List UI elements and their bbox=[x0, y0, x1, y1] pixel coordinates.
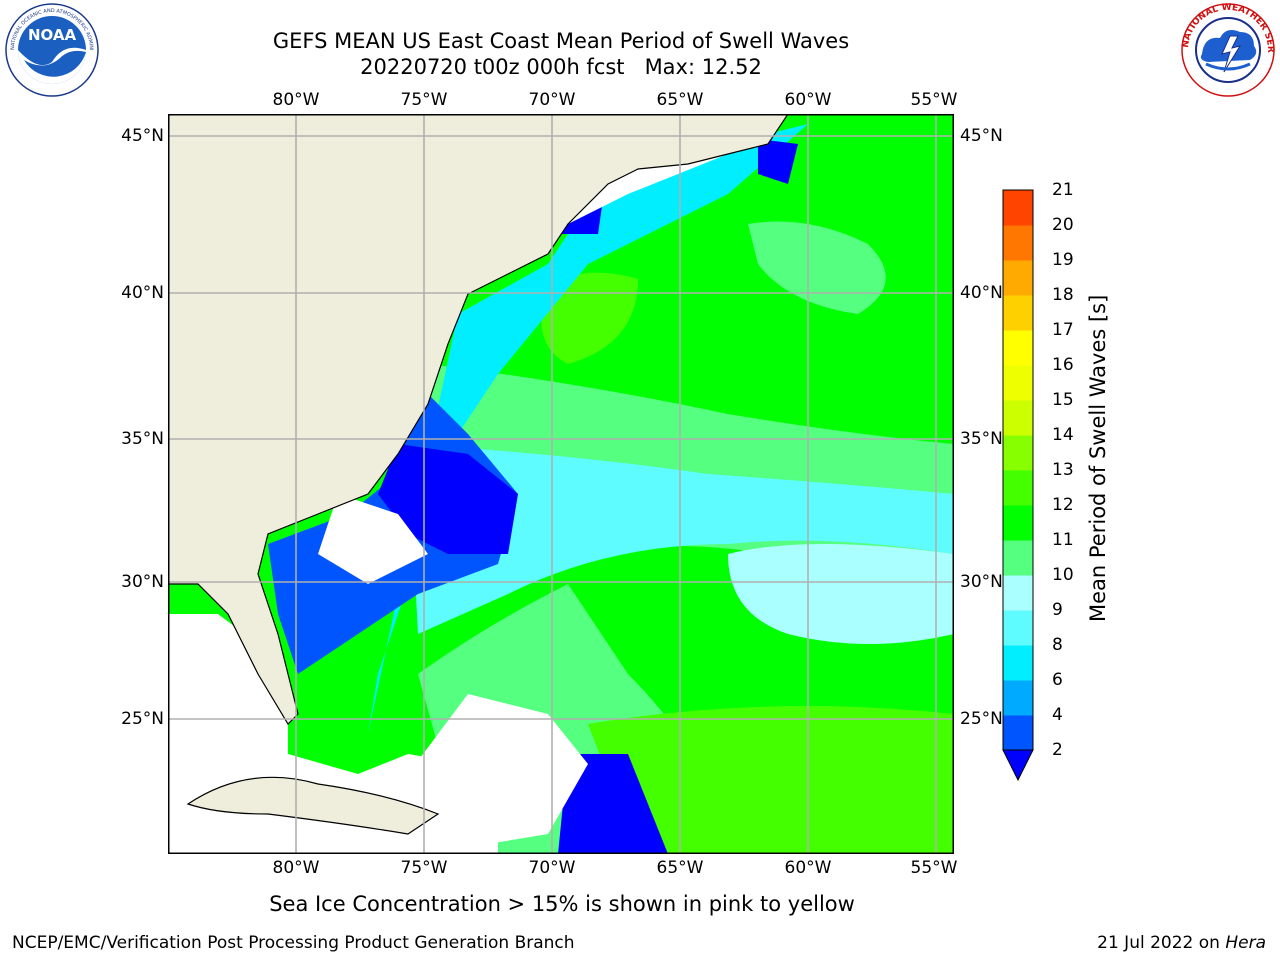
footer-machine: Hera bbox=[1225, 933, 1266, 953]
lon-tick-bottom: 65°W bbox=[656, 858, 704, 878]
swell-region-bahamas-blue bbox=[558, 754, 668, 854]
lat-tick-left: 35°N bbox=[121, 429, 164, 449]
colorbar-tick-label: 10 bbox=[1052, 565, 1074, 585]
lon-tick-top: 65°W bbox=[656, 90, 704, 110]
no-data-coast bbox=[318, 494, 428, 584]
colorbar-segment bbox=[1003, 365, 1033, 401]
us-east-coast-land bbox=[168, 114, 788, 724]
lat-tick-left: 40°N bbox=[121, 283, 164, 303]
colorbar-tick-label: 4 bbox=[1052, 705, 1063, 725]
colorbar-segment bbox=[1003, 190, 1033, 226]
colorbar-tick-label: 14 bbox=[1052, 425, 1074, 445]
colorbar-segment bbox=[1003, 295, 1033, 331]
lat-tick-right: 45°N bbox=[960, 126, 1003, 146]
footer-credit: NCEP/EMC/Verification Post Processing Pr… bbox=[12, 933, 575, 953]
coastline bbox=[168, 114, 789, 725]
noaa-logo-icon: NOAA NATIONAL OCEANIC AND ATMOSPHERIC AD… bbox=[4, 2, 99, 97]
colorbar-segment bbox=[1003, 400, 1033, 436]
map-frame bbox=[168, 114, 954, 854]
swell-region-pale-cyan bbox=[728, 544, 954, 644]
lat-tick-left: 25°N bbox=[121, 709, 164, 729]
no-data-caribbean bbox=[408, 694, 588, 854]
lat-tick-left: 45°N bbox=[121, 126, 164, 146]
map-plot bbox=[168, 114, 954, 854]
lat-tick-left: 30°N bbox=[121, 572, 164, 592]
colorbar-tick-label: 18 bbox=[1052, 285, 1074, 305]
colorbar-extend-arrow bbox=[1002, 749, 1034, 782]
colorbar-segment bbox=[1003, 470, 1033, 506]
colorbar-segment bbox=[1003, 505, 1033, 541]
graticule bbox=[168, 114, 954, 854]
colorbar bbox=[1002, 189, 1034, 782]
footer-date: 21 Jul 2022 on Hera bbox=[1097, 932, 1266, 954]
colorbar-tick-label: 16 bbox=[1052, 355, 1074, 375]
colorbar-title: Mean Period of Swell Waves [s] bbox=[1086, 294, 1110, 622]
lon-tick-top: 80°W bbox=[272, 90, 320, 110]
swell-region-green-east bbox=[748, 221, 886, 314]
colorbar-tick-label: 15 bbox=[1052, 390, 1074, 410]
swell-region-cyan-band bbox=[408, 444, 954, 634]
colorbar-tick-label: 6 bbox=[1052, 670, 1063, 690]
swell-region-deep-blue-3 bbox=[758, 139, 798, 184]
swell-region-green-mid bbox=[541, 272, 638, 364]
lon-tick-top: 75°W bbox=[400, 90, 448, 110]
lon-tick-top: 70°W bbox=[528, 90, 576, 110]
swell-region-deep-blue-1 bbox=[378, 444, 518, 554]
colorbar-tick-label: 2 bbox=[1052, 740, 1063, 760]
lon-tick-bottom: 80°W bbox=[272, 858, 320, 878]
colorbar-segment bbox=[1003, 645, 1033, 681]
lon-tick-top: 60°W bbox=[784, 90, 832, 110]
lat-tick-right: 40°N bbox=[960, 283, 1003, 303]
cuba-land bbox=[188, 777, 438, 834]
colorbar-tick-label: 17 bbox=[1052, 320, 1074, 340]
lon-tick-top: 55°W bbox=[910, 90, 958, 110]
lat-tick-right: 35°N bbox=[960, 429, 1003, 449]
noaa-logo-text: NOAA bbox=[28, 26, 77, 44]
colorbar-tick-label: 11 bbox=[1052, 530, 1074, 550]
colorbar-segment bbox=[1003, 260, 1033, 296]
map-title: GEFS MEAN US East Coast Mean Period of S… bbox=[272, 29, 850, 53]
colorbar-tick-label: 19 bbox=[1052, 250, 1074, 270]
lon-tick-bottom: 60°W bbox=[784, 858, 832, 878]
colorbar-segment bbox=[1003, 540, 1033, 576]
colorbar-segment bbox=[1003, 225, 1033, 261]
colorbar-tick-label: 9 bbox=[1052, 600, 1063, 620]
colorbar-tick-label: 8 bbox=[1052, 635, 1063, 655]
lon-tick-bottom: 75°W bbox=[400, 858, 448, 878]
colorbar-frame bbox=[1002, 189, 1034, 751]
colorbar-segment bbox=[1003, 715, 1033, 751]
sea-ice-note: Sea Ice Concentration > 15% is shown in … bbox=[269, 892, 855, 916]
footer-date-text: 21 Jul 2022 on bbox=[1097, 933, 1226, 953]
colorbar-segment bbox=[1003, 680, 1033, 716]
lon-tick-bottom: 70°W bbox=[528, 858, 576, 878]
colorbar-tick-label: 12 bbox=[1052, 495, 1074, 515]
lat-tick-right: 30°N bbox=[960, 572, 1003, 592]
colorbar-segment bbox=[1003, 330, 1033, 366]
cuba-coastline bbox=[186, 776, 440, 835]
colorbar-tick-label: 13 bbox=[1052, 460, 1074, 480]
colorbar-segment bbox=[1003, 610, 1033, 646]
nws-logo-icon: NATIONAL WEATHER SERVICE bbox=[1180, 2, 1275, 97]
colorbar-segment bbox=[1003, 435, 1033, 471]
lat-tick-right: 25°N bbox=[960, 709, 1003, 729]
lon-tick-bottom: 55°W bbox=[910, 858, 958, 878]
colorbar-segment bbox=[1003, 575, 1033, 611]
colorbar-segments bbox=[1003, 190, 1033, 751]
colorbar-tick-label: 21 bbox=[1052, 180, 1074, 200]
colorbar-tick-label: 20 bbox=[1052, 215, 1074, 235]
map-subtitle: 20220720 t00z 000h fcst Max: 12.52 bbox=[360, 55, 762, 79]
